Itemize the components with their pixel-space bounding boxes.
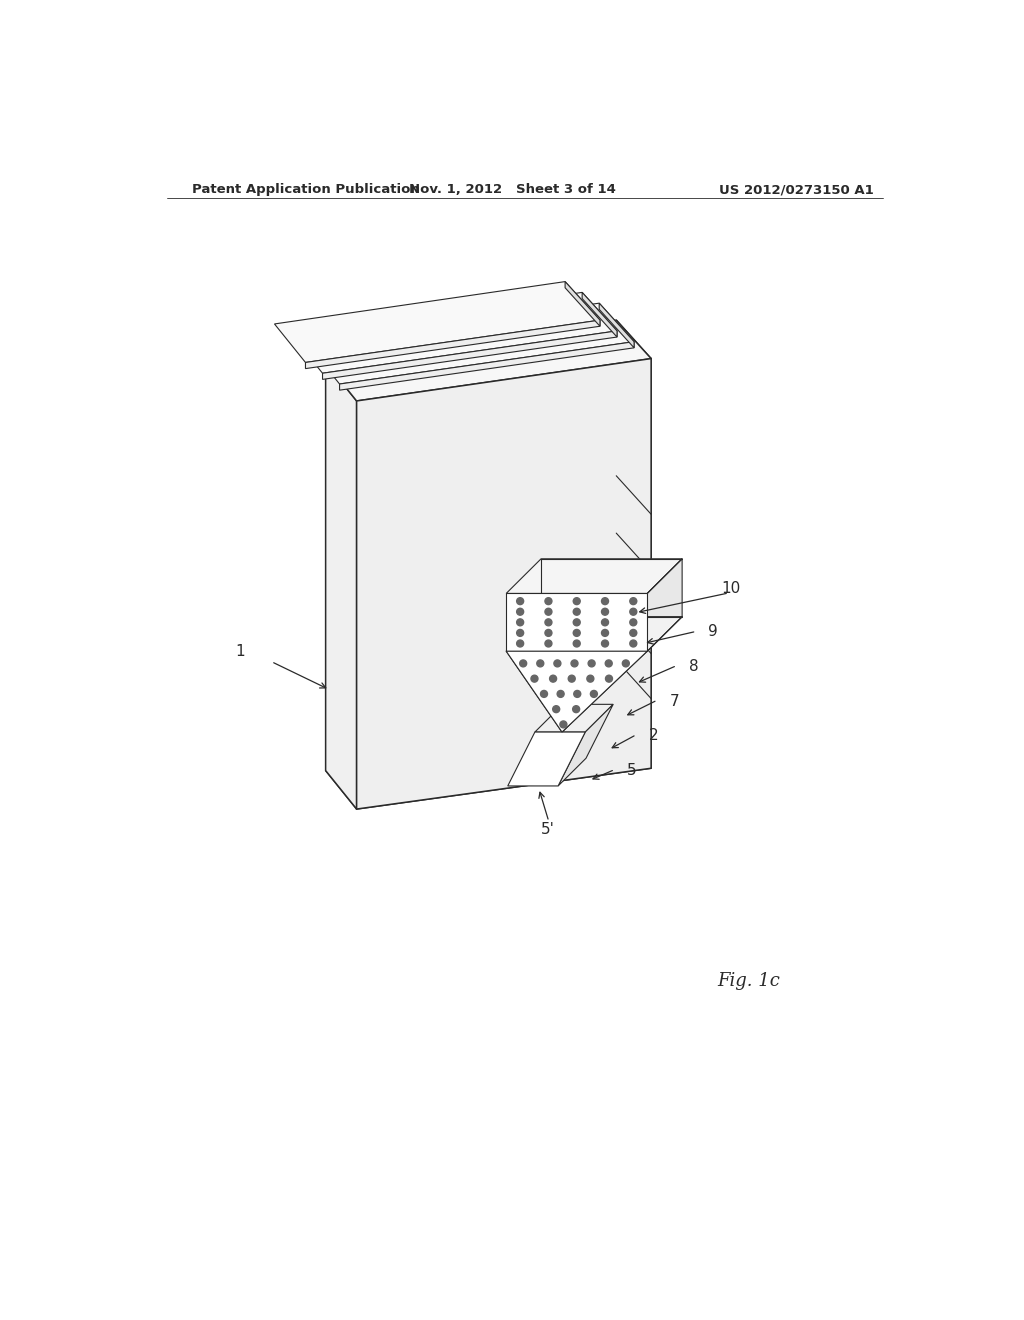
Polygon shape (308, 304, 634, 384)
Polygon shape (647, 558, 682, 651)
Circle shape (550, 676, 557, 682)
Circle shape (601, 598, 608, 605)
Circle shape (560, 721, 567, 727)
Text: 1: 1 (236, 644, 245, 659)
Circle shape (517, 630, 523, 636)
Circle shape (541, 690, 548, 697)
Polygon shape (508, 733, 586, 785)
Circle shape (554, 660, 561, 667)
Circle shape (545, 630, 552, 636)
Circle shape (630, 598, 637, 605)
Polygon shape (583, 293, 617, 337)
Circle shape (545, 619, 552, 626)
Text: Fig. 1c: Fig. 1c (717, 972, 780, 990)
Circle shape (601, 609, 608, 615)
Circle shape (517, 598, 523, 605)
Circle shape (517, 609, 523, 615)
Circle shape (531, 676, 538, 682)
Circle shape (601, 619, 608, 626)
Text: Nov. 1, 2012   Sheet 3 of 14: Nov. 1, 2012 Sheet 3 of 14 (409, 183, 615, 197)
Circle shape (587, 676, 594, 682)
Polygon shape (506, 651, 647, 733)
Circle shape (545, 640, 552, 647)
Circle shape (573, 640, 581, 647)
Polygon shape (565, 281, 600, 326)
Circle shape (573, 630, 581, 636)
Polygon shape (326, 730, 651, 809)
Text: 5: 5 (627, 763, 637, 777)
Polygon shape (326, 321, 651, 401)
Circle shape (630, 630, 637, 636)
Circle shape (591, 690, 597, 697)
Text: US 2012/0273150 A1: US 2012/0273150 A1 (719, 183, 873, 197)
Text: 7: 7 (670, 694, 679, 709)
Circle shape (545, 609, 552, 615)
Polygon shape (616, 321, 651, 768)
Polygon shape (599, 304, 634, 348)
Circle shape (520, 660, 526, 667)
Circle shape (553, 706, 560, 713)
Circle shape (573, 609, 581, 615)
Circle shape (630, 609, 637, 615)
Text: 9: 9 (709, 624, 718, 639)
Text: 8: 8 (689, 659, 698, 675)
Circle shape (623, 660, 630, 667)
Polygon shape (274, 281, 600, 363)
Polygon shape (340, 342, 634, 391)
Polygon shape (535, 705, 613, 733)
Circle shape (601, 630, 608, 636)
Polygon shape (356, 359, 651, 809)
Circle shape (537, 660, 544, 667)
Circle shape (605, 676, 612, 682)
Circle shape (517, 619, 523, 626)
Polygon shape (292, 293, 617, 374)
Polygon shape (506, 558, 682, 594)
Polygon shape (305, 321, 600, 368)
Text: 5': 5' (541, 822, 555, 837)
Circle shape (517, 640, 523, 647)
Text: Patent Application Publication: Patent Application Publication (191, 183, 419, 197)
Circle shape (601, 640, 608, 647)
Circle shape (545, 598, 552, 605)
Circle shape (568, 676, 575, 682)
Circle shape (557, 690, 564, 697)
Circle shape (573, 690, 581, 697)
Polygon shape (506, 594, 647, 651)
Polygon shape (562, 616, 682, 733)
Polygon shape (323, 331, 617, 379)
Circle shape (605, 660, 612, 667)
Text: 2: 2 (648, 729, 658, 743)
Polygon shape (506, 616, 682, 651)
Text: 10: 10 (721, 581, 740, 595)
Circle shape (572, 706, 580, 713)
Circle shape (573, 598, 581, 605)
Circle shape (630, 640, 637, 647)
Circle shape (588, 660, 595, 667)
Polygon shape (506, 616, 597, 733)
Polygon shape (506, 616, 682, 651)
Polygon shape (558, 705, 613, 785)
Circle shape (573, 619, 581, 626)
Circle shape (571, 660, 578, 667)
Circle shape (630, 619, 637, 626)
Polygon shape (326, 363, 356, 809)
